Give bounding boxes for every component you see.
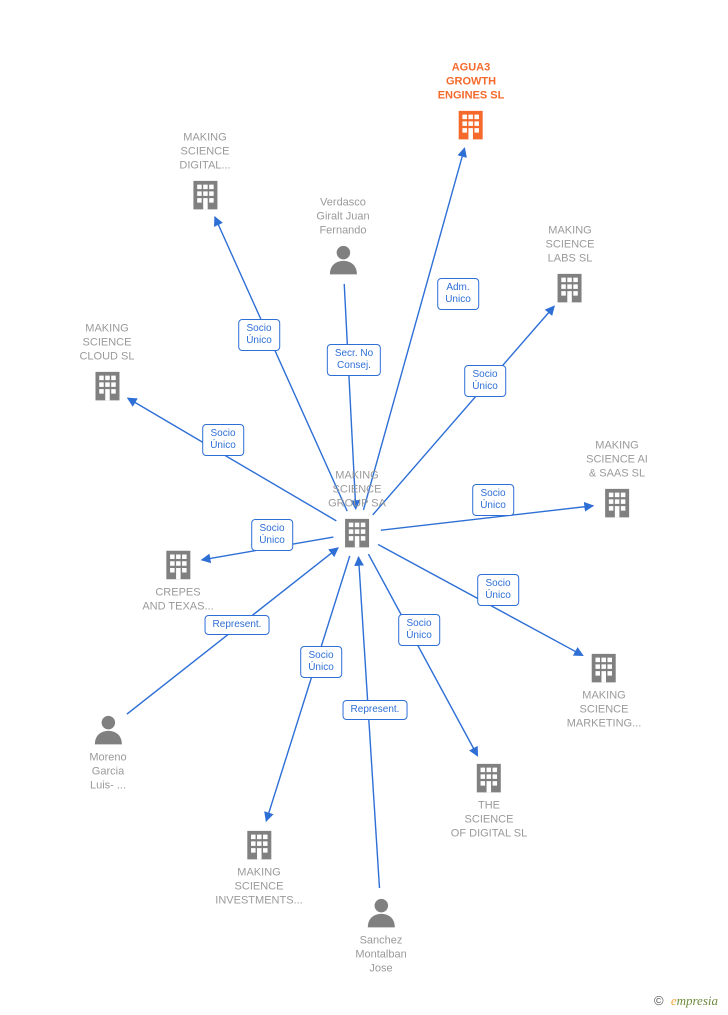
edge-label: Represent. xyxy=(205,615,270,635)
node-label: CREPESAND TEXAS... xyxy=(142,586,213,614)
node-msinvest[interactable]: MAKINGSCIENCEINVESTMENTS... xyxy=(215,826,302,907)
node-label: MorenoGarciaLuis- ... xyxy=(89,751,126,792)
edge-label: Represent. xyxy=(343,700,408,720)
edge-line xyxy=(344,284,356,509)
node-agua3[interactable]: AGUA3GROWTHENGINES SL xyxy=(438,61,505,142)
edge-label: Adm.Unico xyxy=(437,278,479,310)
edge-line xyxy=(128,398,337,521)
node-sanchez[interactable]: SanchezMontalbanJose xyxy=(355,894,406,975)
node-label: MAKINGSCIENCEINVESTMENTS... xyxy=(215,866,302,907)
edge-line xyxy=(266,556,350,821)
edge-label: SocioÚnico xyxy=(238,319,280,351)
node-msai[interactable]: MAKINGSCIENCE AI& SAAS SL xyxy=(586,439,648,520)
edge-line xyxy=(381,506,593,530)
edge-line xyxy=(378,544,583,655)
node-mslabs[interactable]: MAKINGSCIENCELABS SL xyxy=(546,224,595,305)
edge-line xyxy=(215,217,347,511)
node-label: THESCIENCEOF DIGITAL SL xyxy=(451,799,527,840)
edge-label: SocioÚnico xyxy=(472,484,514,516)
node-msmkt[interactable]: MAKINGSCIENCEMARKETING... xyxy=(567,649,642,730)
node-label: SanchezMontalbanJose xyxy=(355,934,406,975)
node-mscloud[interactable]: MAKINGSCIENCECLOUD SL xyxy=(79,322,134,403)
node-label: MAKINGSCIENCEDIGITAL... xyxy=(179,131,230,172)
edge-label: SocioÚnico xyxy=(464,365,506,397)
node-crepes[interactable]: CREPESAND TEXAS... xyxy=(142,546,213,614)
node-label: VerdascoGiralt JuanFernando xyxy=(316,196,369,237)
node-label: AGUA3GROWTHENGINES SL xyxy=(438,61,505,102)
edge-line xyxy=(202,537,334,560)
node-label: MAKINGSCIENCEGROUP SA xyxy=(328,469,386,510)
edge-label: SocioÚnico xyxy=(202,424,244,456)
edge-label: SocioÚnico xyxy=(251,519,293,551)
node-label: MAKINGSCIENCELABS SL xyxy=(546,224,595,265)
edge-line xyxy=(363,148,464,510)
node-verdasco[interactable]: VerdascoGiralt JuanFernando xyxy=(316,196,369,277)
edge-line xyxy=(127,548,338,714)
node-msdigital[interactable]: MAKINGSCIENCEDIGITAL... xyxy=(179,131,230,212)
edge-line xyxy=(373,306,555,515)
node-label: MAKINGSCIENCECLOUD SL xyxy=(79,322,134,363)
edge-label: SocioÚnico xyxy=(300,646,342,678)
diagram-canvas: MAKINGSCIENCEGROUP SA AGUA3GROWTHENGINES… xyxy=(0,0,728,1015)
edge-label: SocioÚnico xyxy=(398,614,440,646)
node-moreno[interactable]: MorenoGarciaLuis- ... xyxy=(89,711,126,792)
edges-layer xyxy=(0,0,728,1015)
node-label: MAKINGSCIENCEMARKETING... xyxy=(567,689,642,730)
edge-label: Secr. NoConsej. xyxy=(327,344,381,376)
footer-brand: © empresia xyxy=(654,993,718,1009)
edge-line xyxy=(368,554,477,756)
node-label: MAKINGSCIENCE AI& SAAS SL xyxy=(586,439,648,480)
node-thescience[interactable]: THESCIENCEOF DIGITAL SL xyxy=(451,759,527,840)
brand-rest: mpresia xyxy=(677,993,718,1008)
edge-line xyxy=(359,557,380,888)
edge-label: SocioÚnico xyxy=(477,574,519,606)
copyright-symbol: © xyxy=(654,993,664,1008)
node-center[interactable]: MAKINGSCIENCEGROUP SA xyxy=(328,469,386,550)
